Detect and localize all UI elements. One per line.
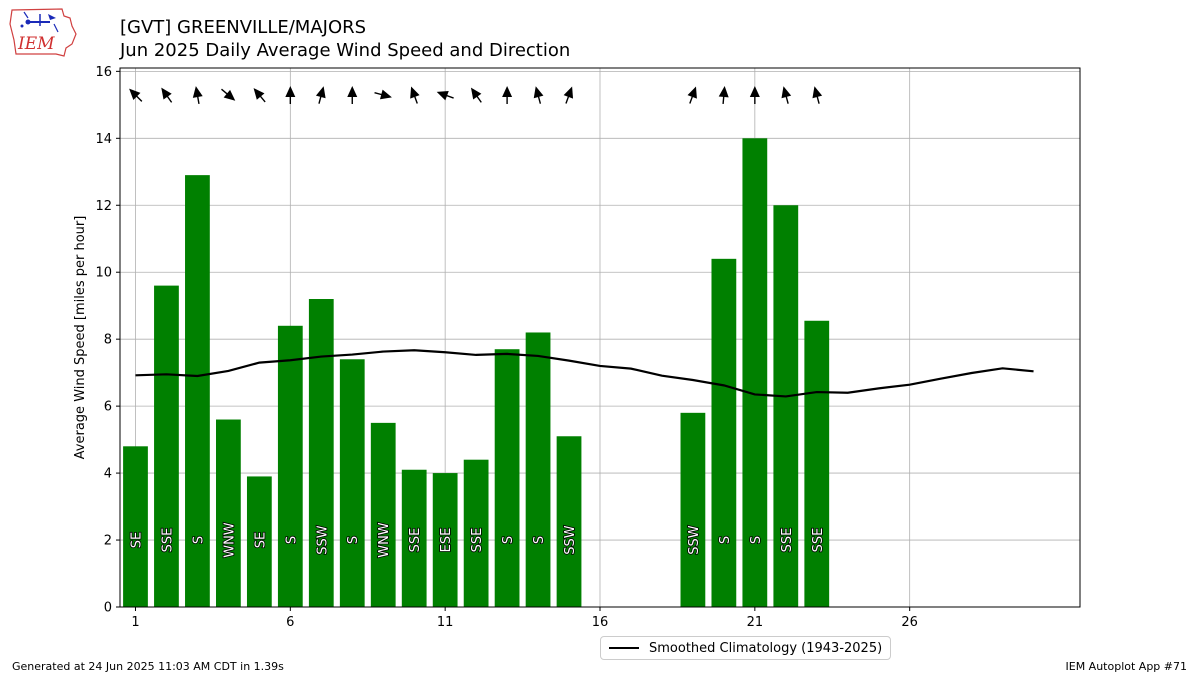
y-tick-label: 0 (104, 601, 112, 616)
direction-label: S (718, 536, 733, 544)
wind-arrow (781, 86, 792, 104)
direction-label: SSE (811, 528, 826, 553)
generated-timestamp: Generated at 24 Jun 2025 11:03 AM CDT in… (12, 660, 284, 673)
direction-label: S (749, 536, 764, 544)
direction-label: S (346, 536, 361, 544)
wind-arrow (563, 86, 574, 104)
y-tick-label: 12 (95, 199, 112, 214)
direction-label: ESE (439, 528, 454, 553)
bar (154, 285, 179, 607)
bar (556, 436, 582, 607)
bar (277, 325, 303, 607)
app-credit: IEM Autoplot App #71 (1065, 660, 1188, 673)
wind-arrow (812, 86, 823, 104)
iem-logo: IEM (9, 8, 77, 57)
y-tick-label: 16 (95, 65, 112, 80)
direction-label: SSE (160, 528, 175, 553)
wind-arrow (129, 88, 143, 102)
bar (185, 175, 210, 607)
climatology-line (135, 349, 1034, 398)
logo-text: IEM (17, 34, 55, 54)
wind-arrow (749, 86, 760, 104)
x-tick-label: 1 (131, 615, 139, 630)
direction-label: SSE (408, 528, 423, 553)
wind-arrow (374, 89, 392, 100)
direction-label: S (532, 536, 547, 544)
y-tick-label: 6 (104, 400, 112, 415)
wind-arrow (687, 86, 697, 104)
x-tick-label: 26 (901, 615, 918, 630)
y-axis-label: Average Wind Speed [miles per hour] (73, 216, 88, 460)
x-tick-label: 6 (286, 615, 294, 630)
bar (711, 258, 737, 607)
bar (370, 422, 396, 607)
legend: Smoothed Climatology (1943-2025) (600, 636, 892, 660)
wind-arrow (533, 86, 544, 104)
legend-label: Smoothed Climatology (1943-2025) (649, 640, 883, 656)
wind-arrow (718, 86, 729, 105)
direction-label: SSW (687, 525, 702, 555)
bar (246, 476, 272, 607)
bar (123, 446, 148, 607)
direction-label: S (191, 536, 206, 544)
y-tick-label: 10 (95, 266, 112, 281)
y-tick-label: 4 (104, 467, 112, 482)
bar (401, 469, 427, 607)
wind-arrow (436, 90, 454, 101)
direction-label: SSW (315, 525, 330, 555)
chart-subtitle: Jun 2025 Daily Average Wind Speed and Di… (120, 40, 571, 61)
y-tick-label: 8 (104, 333, 112, 348)
wind-arrow (502, 86, 513, 104)
direction-label: S (501, 536, 516, 544)
x-tick-label: 16 (592, 615, 609, 630)
direction-label: WNW (222, 522, 237, 558)
wind-arrow (253, 88, 266, 103)
bar (432, 473, 458, 607)
wind-arrow (221, 88, 236, 101)
direction-label: S (284, 536, 299, 544)
wind-arrow (410, 86, 420, 104)
wind-arrow (285, 86, 296, 104)
y-tick-label: 2 (104, 534, 112, 549)
wind-arrow (315, 86, 326, 104)
direction-label: SSE (780, 528, 795, 553)
direction-label: SSE (470, 528, 485, 553)
wind-arrow (192, 86, 203, 104)
direction-label: SSW (563, 525, 578, 555)
bar (773, 205, 799, 607)
wind-arrow (470, 87, 482, 103)
y-tick-label: 14 (95, 132, 112, 147)
direction-label: SE (129, 532, 144, 548)
wind-arrow (347, 86, 358, 104)
bar (742, 138, 768, 607)
legend-line-swatch (609, 647, 639, 649)
bar (804, 320, 830, 607)
x-tick-label: 11 (437, 615, 454, 630)
bar (680, 412, 706, 607)
bar (339, 359, 365, 607)
bar (308, 299, 334, 607)
bar (494, 349, 520, 607)
bar (525, 332, 551, 607)
wind-arrow (161, 87, 173, 103)
direction-label: SE (253, 532, 268, 548)
bar (216, 419, 241, 607)
x-tick-label: 21 (747, 615, 764, 630)
direction-label: WNW (377, 522, 392, 558)
bar (463, 459, 489, 607)
chart-title: [GVT] GREENVILLE/MAJORS (120, 17, 367, 38)
